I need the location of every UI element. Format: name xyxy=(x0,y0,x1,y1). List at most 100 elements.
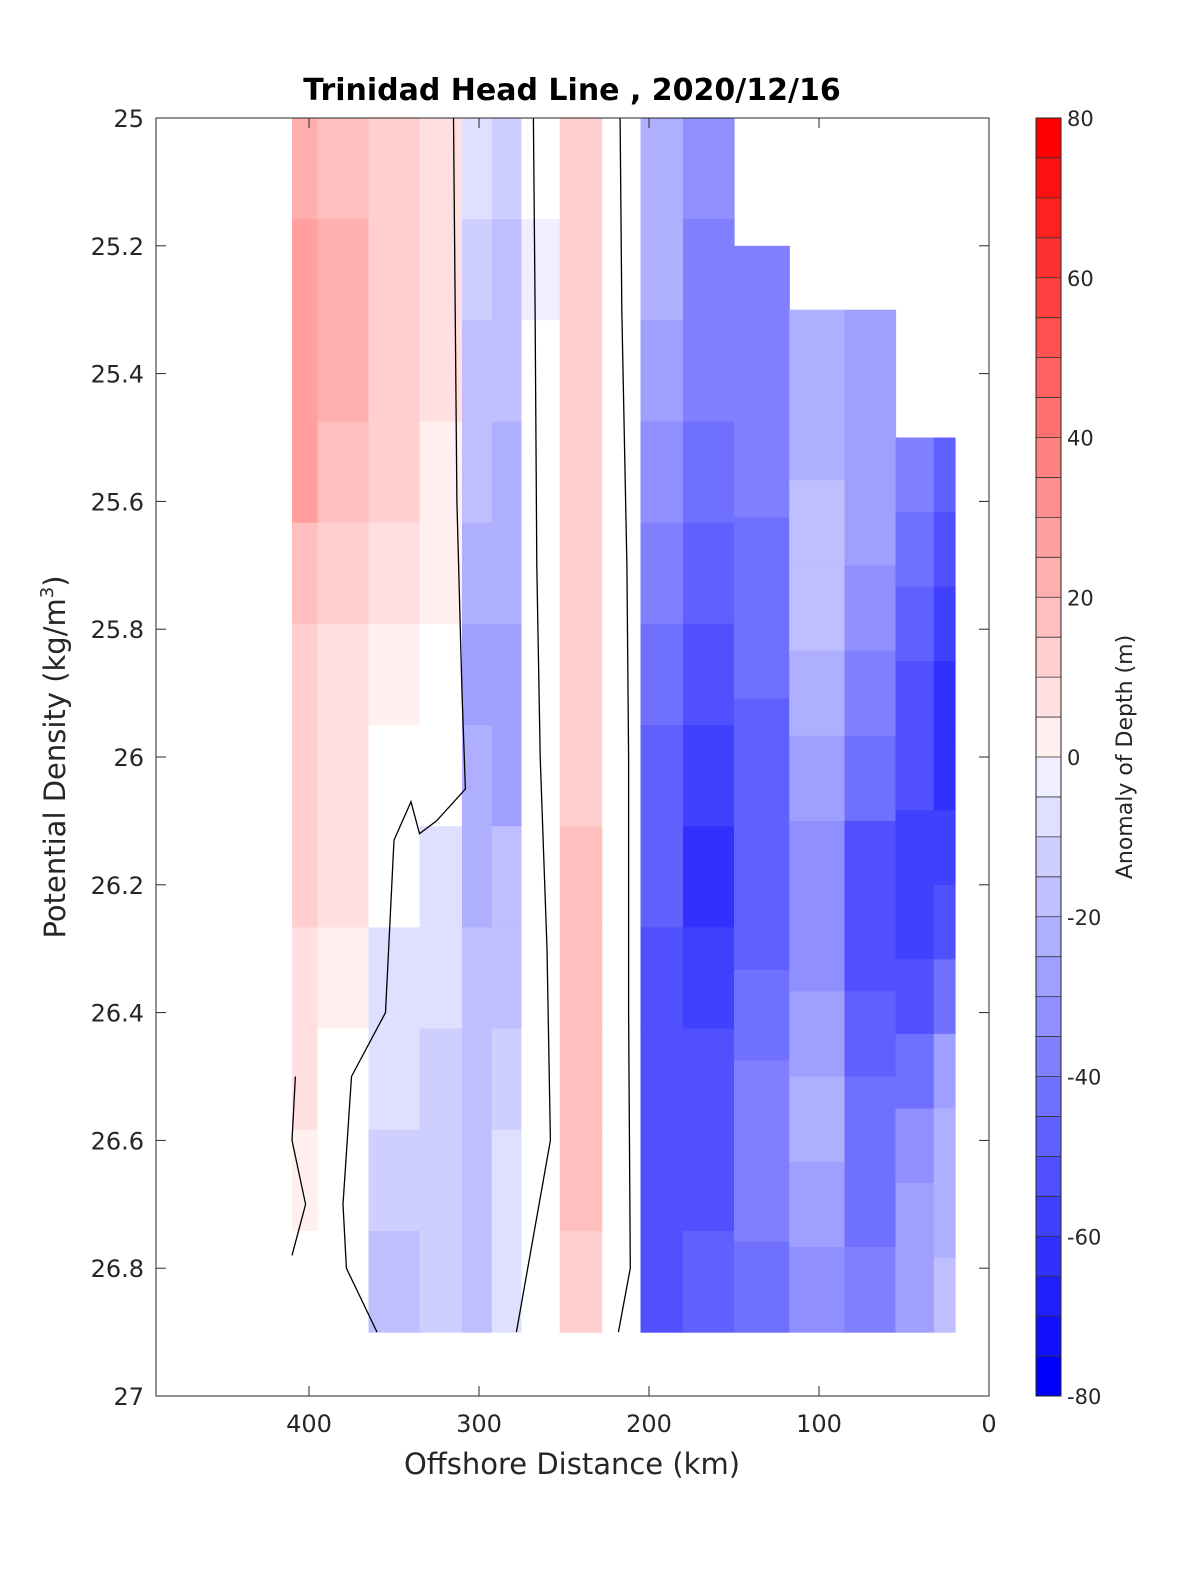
chart-title: Trinidad Head Line , 2020/12/16 xyxy=(303,73,840,108)
heatmap-cell xyxy=(491,320,523,423)
heatmap-cell xyxy=(844,1076,897,1163)
heatmap-cell xyxy=(368,219,421,321)
heatmap-cell xyxy=(462,826,493,928)
heatmap-cell xyxy=(419,421,463,524)
heatmap-cell xyxy=(683,623,735,726)
heatmap-cell xyxy=(683,725,735,827)
heatmap-cell xyxy=(640,1230,684,1333)
y-tick-label: 25.4 xyxy=(91,361,144,389)
colorbar-band xyxy=(1036,717,1061,757)
heatmap-cell xyxy=(462,522,493,625)
heatmap-cell xyxy=(521,927,561,1030)
heatmap-cell xyxy=(559,1230,603,1333)
colorbar-band xyxy=(1036,118,1061,158)
heatmap-cell xyxy=(602,725,642,827)
colorbar-band xyxy=(1036,597,1061,638)
heatmap-cell xyxy=(491,1230,523,1333)
heatmap-cell xyxy=(933,1257,956,1333)
heatmap-cell xyxy=(683,927,735,1030)
heatmap-cell xyxy=(640,725,684,827)
heatmap-cell xyxy=(895,661,935,737)
heatmap-cell xyxy=(640,1028,684,1131)
x-tick-label: 400 xyxy=(286,1410,332,1438)
heatmap-cell xyxy=(317,219,370,321)
heatmap-cell xyxy=(521,1129,561,1232)
heatmap-cell xyxy=(462,219,493,321)
heatmap-cell xyxy=(683,320,735,423)
heatmap-cell xyxy=(683,1129,735,1232)
heatmap-cell xyxy=(491,219,523,321)
heatmap-cell xyxy=(734,1060,790,1152)
heatmap-cell xyxy=(368,1129,421,1232)
heatmap-cell xyxy=(521,1230,561,1333)
heatmap-cell xyxy=(559,522,603,625)
heatmap-cell xyxy=(317,522,370,625)
heatmap-cell xyxy=(602,320,642,423)
heatmap-cell xyxy=(933,735,956,811)
heatmap-cell xyxy=(602,522,642,625)
heatmap-cell xyxy=(521,219,561,321)
heatmap-cell xyxy=(933,586,956,662)
heatmap-cell xyxy=(640,927,684,1030)
heatmap-cell xyxy=(292,522,319,625)
heatmap-cell xyxy=(292,1028,319,1131)
heatmap-cell xyxy=(683,522,735,625)
x-tick-label: 200 xyxy=(626,1410,672,1438)
colorbar-label: Anomaly of Depth (m) xyxy=(1113,635,1138,879)
heatmap-cell xyxy=(895,1257,935,1333)
heatmap-cell xyxy=(640,118,684,220)
heatmap-cell xyxy=(640,421,684,524)
heatmap-cell xyxy=(602,623,642,726)
colorbar-band xyxy=(1036,437,1061,478)
heatmap-cell xyxy=(491,1028,523,1131)
heatmap-cell xyxy=(933,1033,956,1110)
heatmap-cell xyxy=(640,1129,684,1232)
heatmap-cell xyxy=(559,1129,603,1232)
colorbar-band xyxy=(1036,796,1061,837)
y-axis-label-close: ) xyxy=(38,575,72,586)
colorbar-band xyxy=(1036,277,1061,318)
heatmap-cell xyxy=(734,336,790,428)
zero-contours xyxy=(291,118,631,1333)
heatmap-cell xyxy=(559,421,603,524)
heatmap-cell xyxy=(933,661,956,737)
heatmap-cell xyxy=(895,1183,935,1259)
colorbar-band xyxy=(1036,1236,1061,1277)
heatmap-cell xyxy=(462,320,493,423)
heatmap-cell xyxy=(602,927,642,1030)
heatmap-cell xyxy=(844,565,897,652)
colorbar-band xyxy=(1036,1316,1061,1357)
y-tick-label: 25.6 xyxy=(91,488,144,516)
heatmap-cell xyxy=(521,421,561,524)
heatmap-cell xyxy=(789,906,846,992)
heatmap-cell xyxy=(734,517,790,609)
y-tick-label: 26.4 xyxy=(91,1000,144,1028)
y-axis-label-superscript: 3 xyxy=(37,587,58,598)
heatmap-cell xyxy=(491,623,523,726)
colorbar-band xyxy=(1036,836,1061,877)
heatmap-cell xyxy=(789,1246,846,1333)
heatmap-cell xyxy=(640,219,684,321)
heatmap-cell xyxy=(734,698,790,790)
y-axis-label: Potential Density (kg/m3) xyxy=(37,575,72,938)
colorbar-tick-label: 0 xyxy=(1067,746,1080,770)
heatmap-cell xyxy=(559,219,603,321)
heatmap-cell xyxy=(292,1230,319,1333)
heatmap-cell xyxy=(419,1230,463,1333)
heatmap-cell xyxy=(419,1129,463,1232)
colorbar-band xyxy=(1036,637,1061,678)
colorbar: 80 60 40 20 0 -20 -40 -60 -80 Anomaly of Depth (… xyxy=(1035,107,1138,1409)
colorbar-bands xyxy=(1036,118,1061,1397)
heatmap-cell xyxy=(292,623,319,726)
heatmap-cell xyxy=(419,522,463,625)
heatmap-cell xyxy=(462,623,493,726)
heatmap-cell xyxy=(933,1183,956,1259)
colorbar-band xyxy=(1036,157,1061,198)
heatmap-cell xyxy=(933,884,956,960)
heatmap-cell xyxy=(933,437,956,513)
heatmap-cell xyxy=(317,1230,370,1333)
heatmap-cell xyxy=(895,810,935,886)
heatmap-cell xyxy=(462,1028,493,1131)
heatmap-cell xyxy=(844,480,897,566)
colorbar-band xyxy=(1036,317,1061,358)
